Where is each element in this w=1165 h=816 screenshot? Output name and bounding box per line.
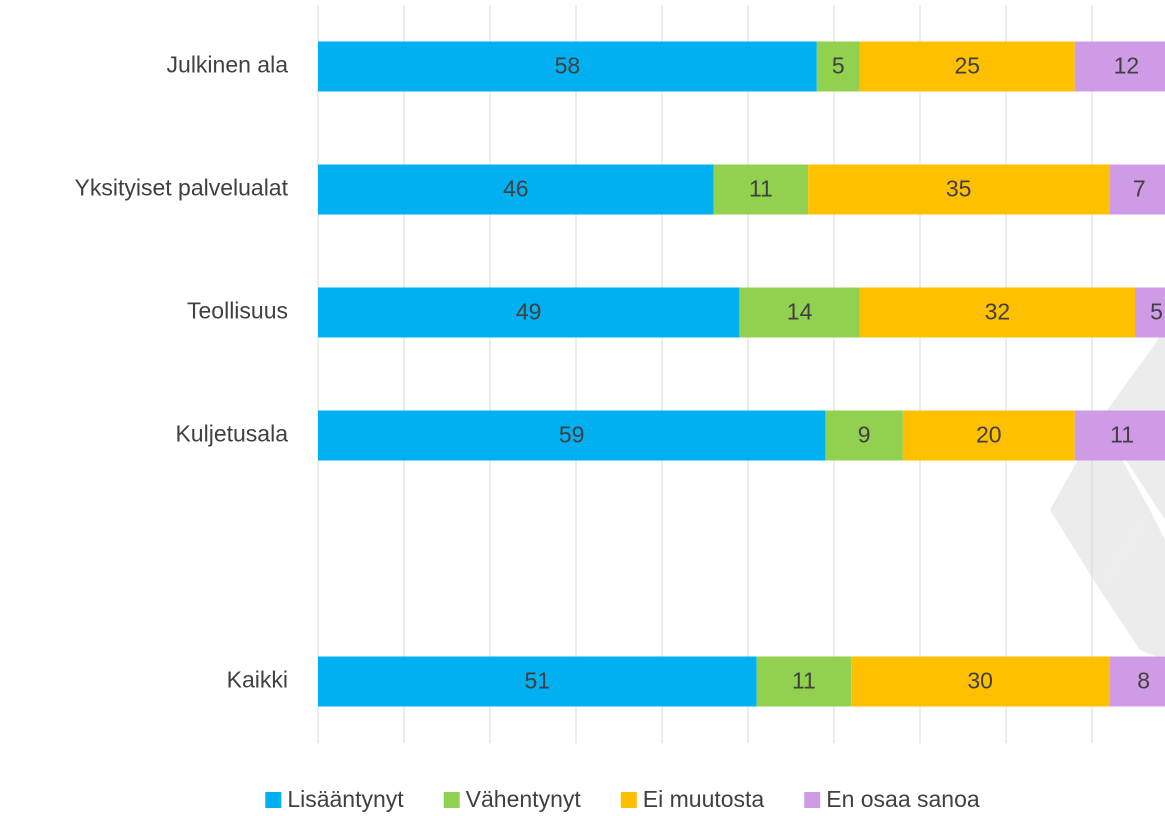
- bar-segment: [1109, 164, 1165, 215]
- data-label: 32: [985, 299, 1011, 325]
- data-label: 11: [1110, 422, 1134, 448]
- y-tick-label: Julkinen ala: [167, 52, 289, 78]
- data-label: 59: [559, 422, 585, 448]
- data-label: 20: [976, 422, 1002, 448]
- data-label: 8: [1137, 668, 1150, 694]
- legend-label: En osaa sanoa: [826, 786, 980, 812]
- bar-segment: [851, 656, 1110, 707]
- bar-segment: [756, 656, 852, 707]
- data-label: 7: [1133, 176, 1146, 202]
- bar-segment: [1074, 410, 1165, 461]
- plot-area: 58 5 25 12 46 11 35 7 49 14 32 5 59 9 20 11 51 11 30 8: [317, 5, 1165, 743]
- legend-item: Lisääntynyt: [265, 786, 404, 812]
- data-label: 14: [787, 299, 813, 325]
- legend-label: Ei muutosta: [643, 786, 765, 812]
- bar-segment: [318, 656, 757, 707]
- bar-segment: [318, 287, 740, 338]
- legend-swatch: [443, 792, 460, 808]
- legend-swatch: [804, 792, 821, 808]
- legend: Lisääntynyt Vähentynyt Ei muutosta En osaa …: [265, 786, 980, 812]
- data-label: 49: [516, 299, 542, 325]
- bar-segment: [859, 41, 1075, 92]
- data-label: 30: [967, 668, 993, 694]
- data-label: 9: [858, 422, 871, 448]
- data-label: 5: [832, 53, 845, 79]
- legend-label: Vähentynyt: [466, 786, 582, 812]
- data-label: 58: [555, 53, 581, 79]
- bar-segment: [318, 41, 817, 92]
- bar-segment: [318, 410, 826, 461]
- bar-segment: [739, 287, 860, 338]
- data-label: 12: [1114, 53, 1140, 79]
- background-decoration: [1050, 330, 1165, 660]
- bar-segment: [318, 164, 714, 215]
- y-tick-label: Yksityiset palvelualat: [75, 175, 289, 201]
- legend-item: En osaa sanoa: [804, 786, 980, 812]
- data-label: 51: [525, 668, 551, 694]
- data-label: 25: [955, 53, 981, 79]
- bar-segment: [859, 287, 1135, 338]
- bar-segment: [713, 164, 809, 215]
- legend-item: Ei muutosta: [620, 786, 765, 812]
- data-label: 11: [749, 176, 773, 202]
- bar-segment: [1109, 656, 1165, 707]
- legend-item: Vähentynyt: [443, 786, 582, 812]
- data-label: 5: [1150, 299, 1163, 325]
- legend-swatch: [265, 792, 282, 808]
- bar-segment: [808, 164, 1110, 215]
- legend-swatch: [620, 792, 637, 808]
- data-label: 11: [792, 668, 816, 694]
- bar-segment: [1135, 287, 1165, 338]
- legend-label: Lisääntynyt: [287, 786, 404, 812]
- y-tick-label: Kaikki: [227, 667, 288, 693]
- y-tick-label: Teollisuus: [187, 298, 288, 324]
- y-tick-label: Kuljetusala: [175, 421, 288, 447]
- data-label: 35: [946, 176, 972, 202]
- bar-segment: [1074, 41, 1165, 92]
- data-label: 46: [503, 176, 529, 202]
- bar-segment: [816, 41, 860, 92]
- bar-segment: [902, 410, 1075, 461]
- bar-segment: [825, 410, 903, 461]
